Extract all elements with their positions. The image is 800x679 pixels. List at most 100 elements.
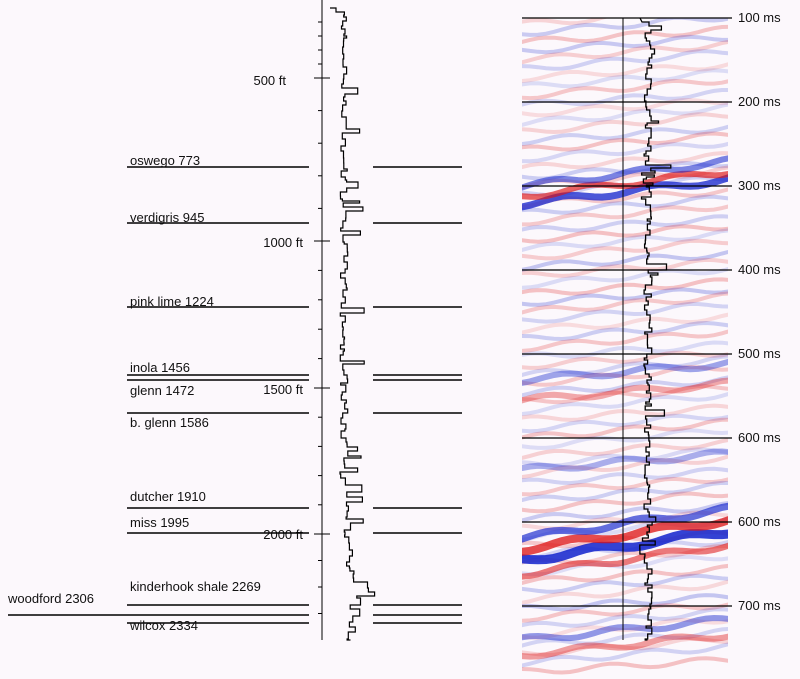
seismic-reflector [522,614,728,642]
depth-tick-label: 1500 ft [263,382,303,397]
seismic-band [522,656,728,675]
seismic-band [522,642,728,668]
seismic-band [522,320,728,342]
seismic-band [522,194,728,215]
seismic-strong-reflector [522,529,728,565]
formation-top-labels: oswego 773 verdigris 945 pink lime 1224 … [7,153,261,633]
seismic-band [522,68,728,89]
seismic-band [522,257,728,278]
seismic-band [522,466,728,486]
seismic-reflector [522,358,728,386]
formation-label-b-glenn: b. glenn 1586 [130,415,209,430]
seismic-band [522,112,728,135]
seismic-band [522,287,728,307]
seismic-band [522,214,728,233]
formation-label-glenn: glenn 1472 [130,383,194,398]
seismic-band [522,626,728,648]
formation-label-kinderhook-shale: kinderhook shale 2269 [130,579,261,594]
time-tick-label: 200 ms [738,94,781,109]
seismic-strong-reflector [522,155,728,191]
formation-label-oswego: oswego 773 [130,153,200,168]
depth-tick-label: 2000 ft [263,527,303,542]
seismic-band [522,291,728,315]
seismic-band [522,340,728,359]
seismic-band [522,39,728,65]
seismic-band [522,579,728,605]
time-tick-label: 600 ms [738,514,781,529]
seismic-band [522,78,728,101]
synthetic-trace [639,17,672,641]
seismic-band [522,141,728,164]
seismic-strong-reflector [522,542,728,580]
time-axis-labels: 100 ms 200 ms 300 ms 400 ms 500 ms 600 m… [738,10,781,613]
seismic-band [522,417,728,440]
seismic-band [522,491,728,514]
seismic-band [522,573,728,594]
seismic-reflector [522,448,728,472]
time-tick-label: 700 ms [738,598,781,613]
seismic-band [522,329,728,353]
seismic-band [522,602,728,623]
seismic-band [522,277,728,296]
seismic-band [522,62,728,83]
seismic-band [522,384,728,405]
seismic-band [522,151,728,170]
seismic-band [522,124,728,146]
seismic-band [522,312,728,335]
seismic-band [522,354,728,377]
seismic-band [522,18,728,37]
seismic-band [522,636,728,657]
formation-label-pink-lime: pink lime 1224 [130,294,214,309]
formation-label-dutcher: dutcher 1910 [130,489,206,504]
seismic-band [522,428,728,450]
formation-label-wilcox: wilcox 2334 [129,618,198,633]
seismic-band [522,18,672,26]
seismic-band [522,228,728,252]
seismic-band [522,607,728,628]
seismic-band [522,454,728,479]
formation-label-verdigris: verdigris 945 [130,210,204,225]
seismic-band [522,476,728,497]
seismic-section [522,18,728,675]
seismic-band [522,224,728,244]
seismic-band [522,49,728,71]
formation-label-woodford: woodford 2306 [7,591,94,606]
depth-tick-label: 1000 ft [263,235,303,250]
time-tick-label: 100 ms [738,10,781,25]
seismic-band [522,266,728,290]
depth-tick-label: 500 ft [253,73,286,88]
seismic-band [522,593,728,612]
seismic-band [522,102,728,127]
seismic-strong-reflector [522,516,728,556]
seismic-band [522,375,728,398]
time-tick-label: 600 ms [738,430,781,445]
seismic-band [522,249,728,272]
time-tick-label: 500 ms [738,346,781,361]
seismic-reflector [522,377,728,404]
time-tick-label: 300 ms [738,178,781,193]
formation-label-inola: inola 1456 [130,360,190,375]
seismic-reflector [522,633,728,660]
depth-axis-labels: 500 ft 1000 ft 1500 ft 2000 ft [253,73,303,542]
seismic-band [522,131,728,152]
seismic-band [522,413,728,434]
seismic-band [522,480,728,502]
seismic-band [522,238,728,261]
seismic-band [522,97,728,118]
seismic-band [522,403,728,422]
seismic-band [522,447,728,468]
depth-axis-ticks [314,21,330,614]
well-log-trace [330,7,376,641]
seismic-band [522,617,728,640]
seismic-band [522,563,728,585]
seismic-band [522,500,728,523]
seismic-band [522,204,728,227]
formation-label-miss: miss 1995 [130,515,189,530]
seismic-band [522,24,728,44]
seismic-band [522,365,728,387]
time-tick-label: 400 ms [738,262,781,277]
formation-top-lines [8,166,462,624]
seismic-band [522,438,728,460]
